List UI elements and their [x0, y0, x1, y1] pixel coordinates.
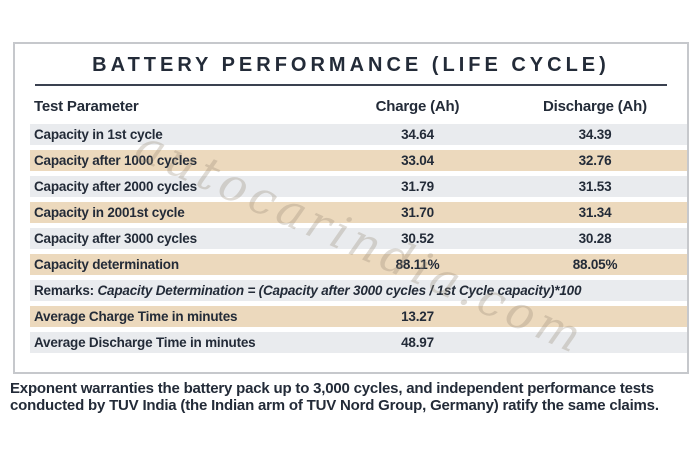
table-row: Capacity in 1st cycle 34.64 34.39	[30, 124, 687, 145]
charge-value: 34.64	[401, 127, 434, 142]
table-row: Capacity after 3000 cycles 30.52 30.28	[30, 228, 687, 249]
discharge-value: 31.34	[578, 205, 612, 220]
remarks-prefix: Remarks:	[34, 283, 98, 298]
row-label: Capacity in 1st cycle	[34, 127, 163, 142]
charge-value: 88.11%	[395, 257, 440, 272]
charge-value: 31.70	[401, 205, 434, 220]
discharge-value: 88.05%	[572, 257, 618, 272]
row-label: Average Charge Time in minutes	[34, 309, 238, 324]
table-row: Capacity determination 88.11% 88.05%	[30, 254, 687, 275]
row-label: Capacity after 1000 cycles	[34, 153, 197, 168]
page-title: BATTERY PERFORMANCE (LIFE CYCLE)	[92, 54, 610, 76]
table-row: Average Discharge Time in minutes 48.97	[30, 332, 687, 353]
remarks-formula: Capacity Determination = (Capacity after…	[97, 283, 582, 298]
table-body: Capacity in 1st cycle 34.64 34.39 Capaci…	[15, 124, 687, 358]
table-row: Average Charge Time in minutes 13.27	[30, 306, 687, 327]
charge-value: 30.52	[401, 231, 434, 246]
table-header-row: Test Parameter Charge (Ah) Discharge (Ah…	[30, 96, 687, 117]
header-test-parameter: Test Parameter	[34, 98, 139, 115]
charge-value: 48.97	[401, 335, 434, 350]
remarks-row: Remarks: Capacity Determination = (Capac…	[30, 280, 687, 301]
battery-performance-card: BATTERY PERFORMANCE (LIFE CYCLE) Test Pa…	[13, 42, 689, 374]
footnote-text: Exponent warranties the battery pack up …	[10, 380, 659, 414]
table-row: Capacity after 1000 cycles 33.04 32.76	[30, 150, 687, 171]
charge-value: 13.27	[401, 309, 434, 324]
header-discharge: Discharge (Ah)	[543, 98, 647, 115]
header-charge: Charge (Ah)	[375, 98, 460, 115]
charge-value: 31.79	[401, 179, 434, 194]
row-label: Capacity after 3000 cycles	[34, 231, 197, 246]
discharge-value: 32.76	[578, 153, 612, 168]
table-row: Capacity in 2001st cycle 31.70 31.34	[30, 202, 687, 223]
table-row: Capacity after 2000 cycles 31.79 31.53	[30, 176, 687, 197]
row-label: Capacity determination	[34, 257, 179, 272]
row-label: Average Discharge Time in minutes	[34, 335, 256, 350]
title-divider	[35, 84, 667, 86]
row-label: Capacity after 2000 cycles	[34, 179, 197, 194]
discharge-value: 34.39	[578, 127, 612, 142]
charge-value: 33.04	[401, 153, 434, 168]
discharge-value: 31.53	[578, 179, 612, 194]
discharge-value: 30.28	[578, 231, 612, 246]
row-label: Capacity in 2001st cycle	[34, 205, 185, 220]
